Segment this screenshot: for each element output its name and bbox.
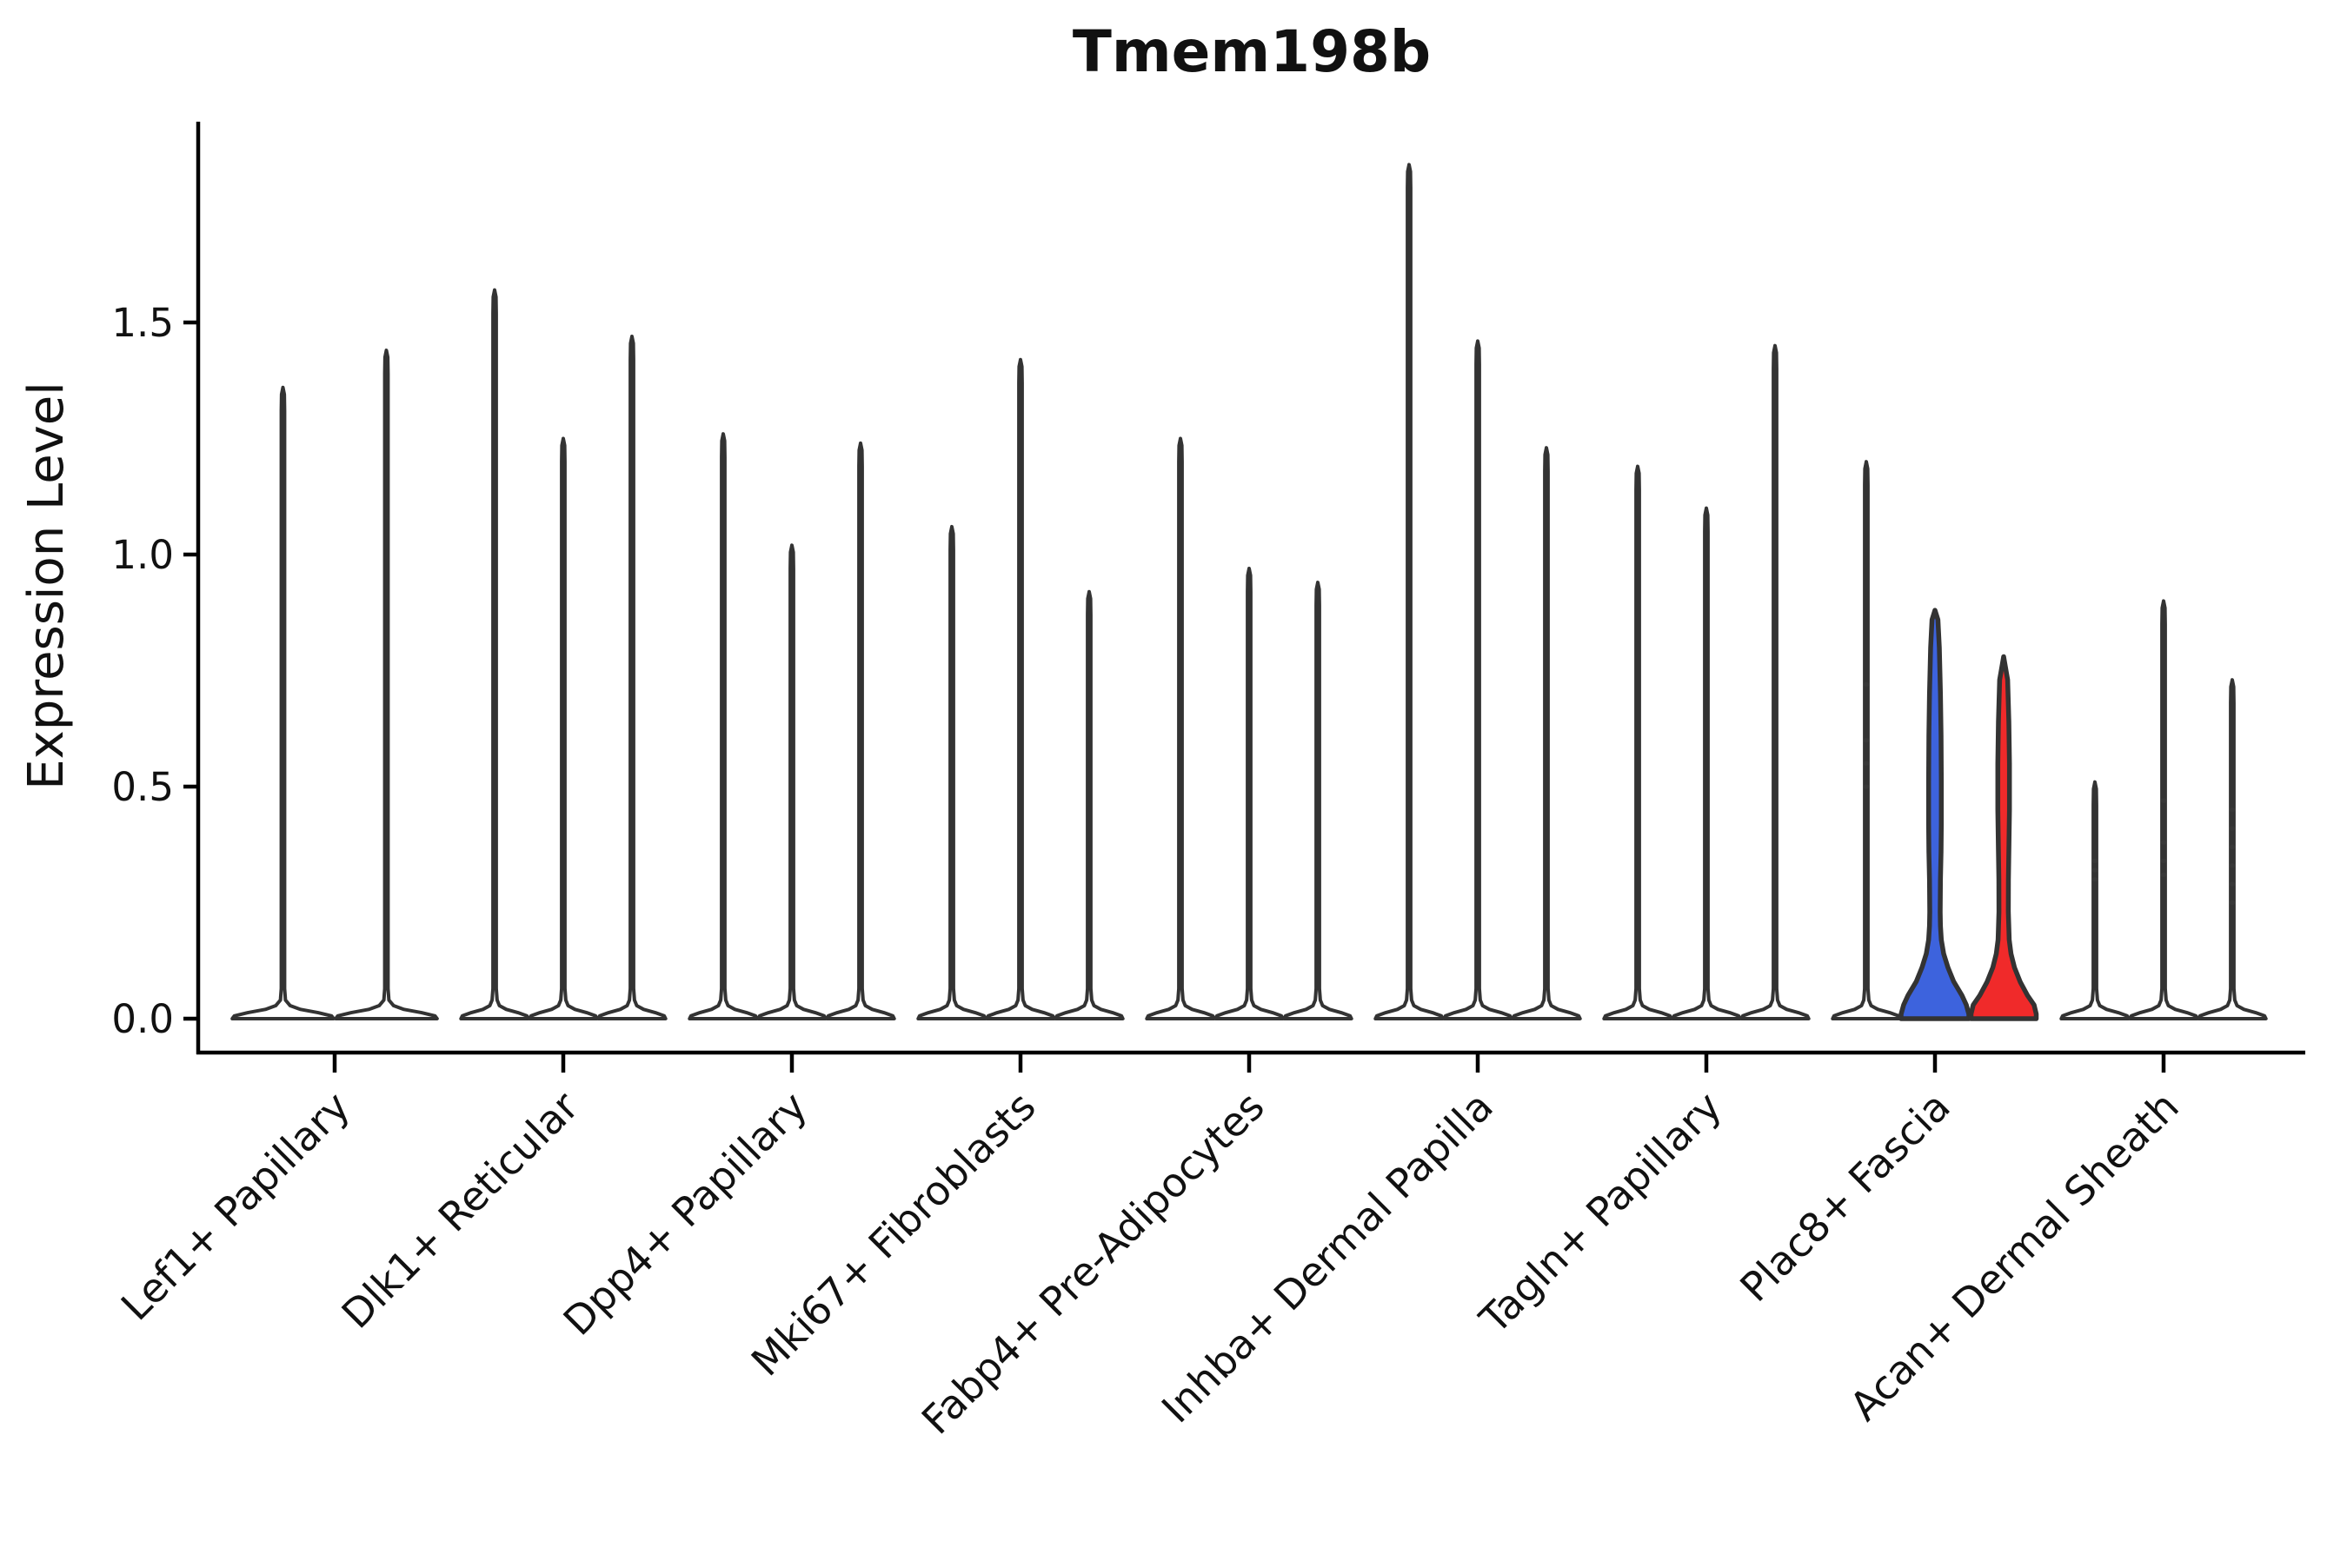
jitter-point bbox=[2091, 867, 2098, 873]
violin-8-0 bbox=[2059, 780, 2131, 1020]
jitter-point bbox=[2229, 863, 2236, 868]
violin-4-2 bbox=[1282, 581, 1353, 1020]
jitter-point bbox=[1863, 784, 1870, 789]
x-tick-label: Tagln+ Papillary bbox=[1470, 1083, 1731, 1344]
jitter-point bbox=[2229, 900, 2236, 906]
violin-2-0 bbox=[688, 432, 759, 1020]
x-tick-label: Dpp4+ Papillary bbox=[555, 1083, 816, 1345]
violin-8-2 bbox=[2197, 678, 2268, 1020]
jitter-point bbox=[1863, 738, 1870, 743]
chart-title: Tmem198b bbox=[1073, 18, 1431, 85]
violin-3-2 bbox=[1054, 589, 1125, 1020]
y-axis-label: Expression Level bbox=[18, 382, 75, 790]
jitter-point bbox=[2229, 807, 2236, 813]
jitter-point bbox=[2160, 798, 2167, 803]
violin-5-1 bbox=[1442, 339, 1513, 1020]
violin-5-0 bbox=[1373, 163, 1445, 1020]
x-tick-label: Lef1+ Papillary bbox=[112, 1083, 359, 1330]
jitter-point bbox=[2091, 877, 2098, 882]
y-tick-label: 1.5 bbox=[111, 300, 174, 346]
violin-8-1 bbox=[2128, 599, 2199, 1020]
violin-6-1 bbox=[1671, 506, 1742, 1020]
jitter-point bbox=[2229, 844, 2236, 850]
y-tick-label: 0.0 bbox=[111, 996, 174, 1042]
x-tick-label: Dlk1+ Reticular bbox=[333, 1083, 588, 1338]
violin-0-0 bbox=[230, 385, 336, 1020]
violin-0-1 bbox=[334, 349, 439, 1020]
violin-3-1 bbox=[985, 357, 1056, 1020]
violins-layer bbox=[230, 163, 2268, 1021]
violin-7-2 bbox=[1968, 654, 2039, 1021]
x-tick-label: Plac8+ Fascia bbox=[1731, 1083, 1958, 1311]
violin-1-1 bbox=[528, 436, 599, 1020]
violin-6-2 bbox=[1739, 343, 1811, 1020]
violin-5-2 bbox=[1511, 446, 1582, 1020]
jitter-point bbox=[2160, 858, 2167, 864]
violin-2-2 bbox=[825, 441, 896, 1020]
violin-1-0 bbox=[459, 288, 530, 1020]
violin-7-1 bbox=[1898, 608, 1971, 1021]
jitter-point bbox=[2160, 872, 2167, 878]
violin-6-0 bbox=[1602, 464, 1673, 1020]
y-tick-label: 0.5 bbox=[111, 764, 174, 810]
violin-4-1 bbox=[1213, 567, 1285, 1020]
jitter-point bbox=[2229, 881, 2236, 887]
jitter-point bbox=[2160, 840, 2167, 845]
y-axis: 0.0 0.5 1.0 1.5 bbox=[111, 300, 198, 1042]
jitter-point bbox=[2229, 826, 2236, 831]
y-tick-label: 1.0 bbox=[111, 532, 174, 578]
jitter-point bbox=[2091, 858, 2098, 864]
violin-4-0 bbox=[1145, 436, 1216, 1020]
violin-2-1 bbox=[756, 543, 828, 1020]
violin-1-2 bbox=[596, 335, 668, 1020]
jitter-point bbox=[1863, 761, 1870, 766]
violin-3-0 bbox=[916, 524, 987, 1020]
jitter-point bbox=[1863, 681, 1870, 688]
